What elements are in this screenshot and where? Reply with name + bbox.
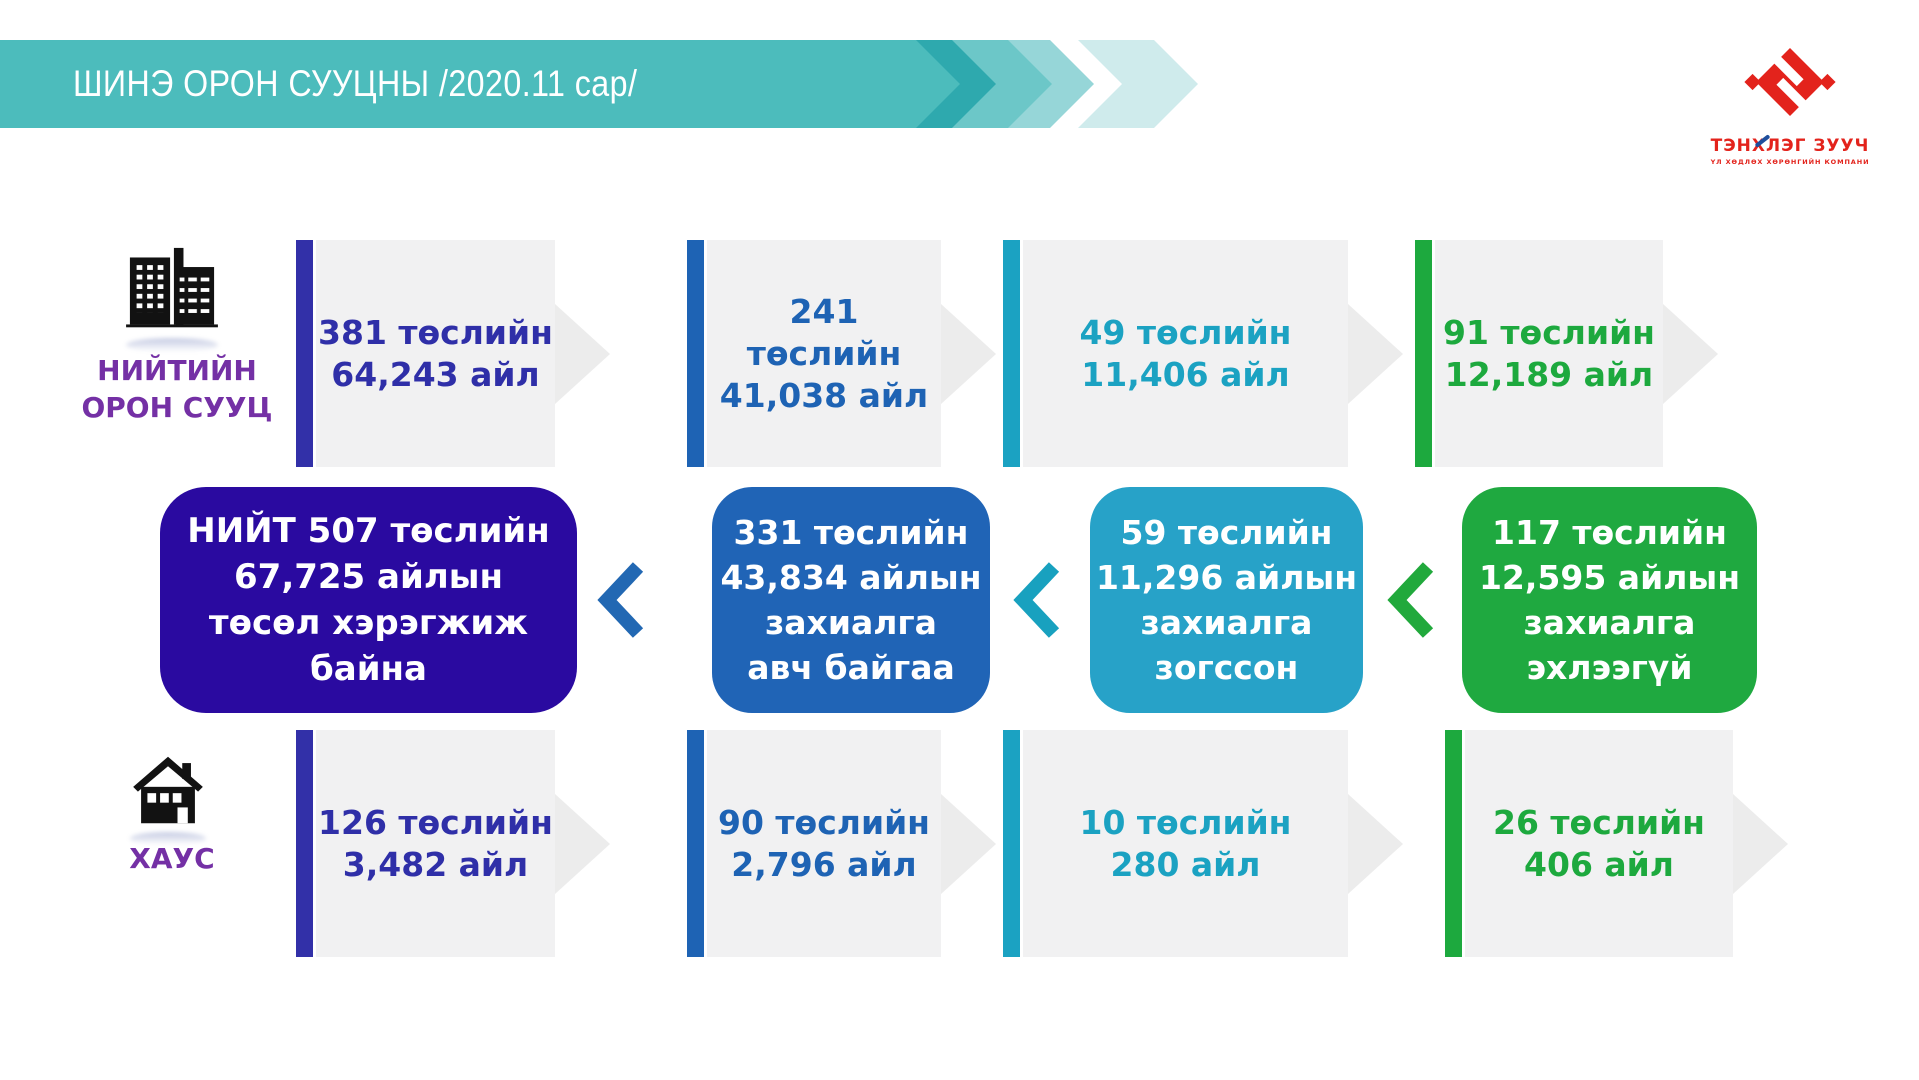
stat-card-apartment-notstarted: 91 төслийн 12,189 айл <box>1415 240 1718 467</box>
summary-total-box: НИЙТ 507 төслийн 67,725 айлын төсөл хэрэ… <box>160 487 577 713</box>
logo-company-name: ТЭНХЛЭГ ЗУУЧ <box>1705 134 1875 156</box>
summary-line: 12,595 айлын <box>1478 558 1741 597</box>
stat-card-apartment-active: 241 төслийн 41,038 айл <box>687 240 996 467</box>
stat-card-apartment-total: 381 төслийн 64,243 айл <box>296 240 610 467</box>
company-logo: ТЭНХЛЭГ ЗУУЧ ҮЛ ХӨДЛӨХ ХӨРӨНГИЙН КОМПАНИ <box>1705 32 1875 166</box>
house-icon <box>130 750 206 834</box>
card-accent-bar <box>1415 240 1432 467</box>
stat-line: 3,482 айл <box>342 844 529 884</box>
flow-arrow-icon <box>555 303 610 404</box>
stat-line: 90 төслийн <box>718 802 930 842</box>
stat-line: 91 төслийн <box>1443 312 1655 352</box>
card-accent-bar <box>687 240 704 467</box>
label-line: НИЙТИЙН <box>97 354 257 387</box>
page-title: ШИНЭ ОРОН СУУЦНЫ /2020.11 сар/ <box>73 63 638 104</box>
stat-card-house-active: 90 төслийн 2,796 айл <box>687 730 996 957</box>
flow-arrow-icon <box>1733 793 1788 894</box>
card-accent-bar <box>296 240 313 467</box>
card-accent-bar <box>1445 730 1462 957</box>
summary-notstarted-box: 117 төслийн 12,595 айлын захиалга эхлээг… <box>1462 487 1757 713</box>
stat-line: 406 айл <box>1524 844 1674 884</box>
summary-stopped-box: 59 төслийн 11,296 айлын захиалга зогссон <box>1090 487 1363 713</box>
logo-tagline: ҮЛ ХӨДЛӨХ ХӨРӨНГИЙН КОМПАНИ <box>1710 158 1870 166</box>
summary-line: төсөл хэрэгжиж байна <box>208 603 529 689</box>
stat-card-apartment-stopped: 49 төслийн 11,406 айл <box>1003 240 1403 467</box>
card-accent-bar <box>296 730 313 957</box>
stat-line: 64,243 айл <box>331 354 540 394</box>
summary-line: 59 төслийн <box>1120 513 1333 552</box>
label-line: ОРОН СУУЦ <box>81 391 273 424</box>
stat-line: 381 төслийн <box>318 312 553 352</box>
summary-line: авч байгаа <box>747 648 955 687</box>
stat-line: 26 төслийн <box>1493 802 1705 842</box>
flow-arrow-icon <box>1348 303 1403 404</box>
stat-line: 10 төслийн <box>1079 802 1292 842</box>
card-accent-bar <box>687 730 704 957</box>
summary-line: 331 төслийн <box>733 513 969 552</box>
label-line: ХАУС <box>129 842 215 875</box>
summary-line: 43,834 айлын <box>720 558 982 597</box>
summary-line: захиалга <box>765 603 937 642</box>
header-band: ШИНЭ ОРОН СУУЦНЫ /2020.11 сар/ <box>0 40 960 128</box>
stat-line: 12,189 айл <box>1444 354 1654 394</box>
stat-line: 49 төслийн <box>1079 312 1292 352</box>
back-chevron-icon-green <box>1387 562 1434 638</box>
stat-line: 41,038 айл <box>719 375 929 415</box>
flow-arrow-icon <box>1663 303 1718 404</box>
house-reflection <box>130 832 206 845</box>
apartment-row-label: НИЙТИЙН ОРОН СУУЦ <box>77 352 277 426</box>
summary-line: зогссон <box>1154 648 1299 687</box>
building-reflection <box>126 338 218 352</box>
stat-line: 2,796 айл <box>731 844 917 884</box>
summary-line: НИЙТ 507 төслийн <box>187 511 550 551</box>
stat-line: 126 төслийн <box>318 802 553 842</box>
stat-line: 241 төслийн <box>746 291 902 373</box>
summary-line: захиалга <box>1523 603 1696 642</box>
summary-line: 67,725 айлын <box>234 557 503 597</box>
summary-active-box: 331 төслийн 43,834 айлын захиалга авч ба… <box>712 487 990 713</box>
stat-card-house-stopped: 10 төслийн 280 айл <box>1003 730 1403 957</box>
flow-arrow-icon <box>1348 793 1403 894</box>
back-chevron-icon-teal <box>1013 562 1060 638</box>
summary-line: 117 төслийн <box>1492 513 1727 552</box>
logo-diamond-icon <box>1744 48 1836 116</box>
flow-arrow-icon <box>941 303 996 404</box>
flow-arrow-icon <box>941 793 996 894</box>
stat-card-house-notstarted: 26 төслийн 406 айл <box>1445 730 1788 957</box>
summary-line: эхлээгүй <box>1526 648 1693 687</box>
card-accent-bar <box>1003 240 1020 467</box>
card-accent-bar <box>1003 730 1020 957</box>
house-row-label: ХАУС <box>92 840 252 877</box>
stat-line: 280 айл <box>1110 844 1261 884</box>
stat-card-house-total: 126 төслийн 3,482 айл <box>296 730 610 957</box>
back-chevron-icon-blue <box>597 562 644 638</box>
stat-line: 11,406 айл <box>1081 354 1290 394</box>
apartment-building-icon <box>126 246 218 338</box>
flow-arrow-icon <box>555 793 610 894</box>
summary-line: 11,296 айлын <box>1095 558 1358 597</box>
logo-company-text: ТЭНХЛЭГ ЗУУЧ <box>1710 136 1870 156</box>
summary-line: захиалга <box>1140 603 1313 642</box>
